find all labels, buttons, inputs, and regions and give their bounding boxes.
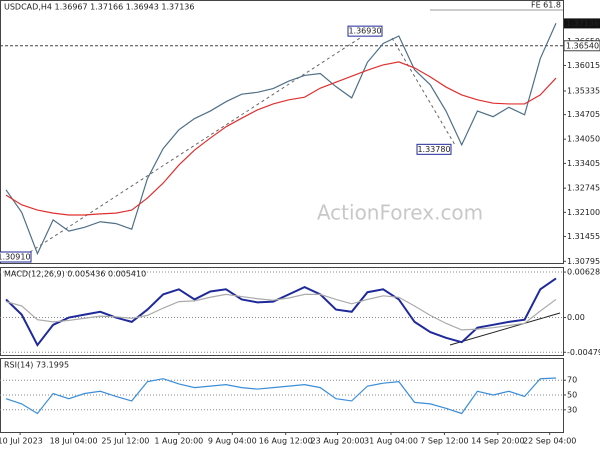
- y-tick-label: 1.33405: [567, 159, 600, 168]
- watermark: ActionForex.com: [317, 201, 483, 225]
- y-tick-label: 1.36015: [567, 61, 600, 70]
- y-tick-label: 30: [567, 405, 577, 414]
- y-tick-label: 1.34050: [567, 135, 600, 144]
- series-line: [5, 277, 557, 347]
- x-tick-label: 31 Aug 04:00: [364, 437, 418, 446]
- series-line: [5, 377, 557, 415]
- x-tick-label: 1 Aug 20:00: [154, 437, 203, 446]
- x-tick-label: 18 Jul 04:00: [50, 437, 98, 446]
- y-tick-label: -0.004795: [567, 348, 600, 357]
- annotation-box: [416, 143, 452, 155]
- panel-frame: [0, 0, 564, 264]
- x-tick-label: 16 Aug 12:00: [259, 437, 313, 446]
- last-price-label: 1.37136: [566, 19, 599, 28]
- x-tick-label: 25 Jul 12:00: [101, 437, 149, 446]
- y-tick-label: 1.34705: [567, 110, 600, 119]
- panel-title: MACD(12,26,9) 0.005436 0.005410: [4, 270, 146, 279]
- series-line: [5, 293, 557, 331]
- y-tick-label: 70: [567, 376, 577, 385]
- y-tick-label: 1.35335: [567, 86, 600, 95]
- x-tick-label: 10 Jul 2023: [0, 437, 43, 446]
- annotation-label: 1.33780: [417, 145, 450, 154]
- x-tick-label: 23 Aug 20:00: [311, 437, 365, 446]
- y-tick-label: 50: [567, 391, 577, 400]
- x-tick-label: 14 Sep 20:00: [471, 437, 524, 446]
- y-tick-label: 1.32100: [567, 208, 600, 217]
- fe-label: FE 61.8: [531, 1, 561, 10]
- panel-title: USDCAD,H4 1.36967 1.37166 1.36943 1.3713…: [4, 3, 194, 12]
- x-tick-label: 22 Sep 04:00: [523, 437, 576, 446]
- level-box: [563, 40, 600, 52]
- panel-title: RSI(14) 73.1995: [4, 361, 69, 370]
- trend-line: [391, 37, 456, 146]
- y-tick-label: 1.30795: [567, 257, 600, 266]
- annotation-label: 1.36930: [348, 27, 381, 36]
- macd-trend-line: [449, 312, 561, 346]
- y-tick-label: 1.32745: [567, 184, 600, 193]
- y-tick-label: 1.31455: [567, 232, 600, 241]
- annotation-box: [347, 25, 383, 37]
- annotation-box: [0, 251, 32, 263]
- panel-frame: [0, 267, 564, 356]
- x-tick-label: 7 Sep 12:00: [420, 437, 468, 446]
- annotation-label: 1.30910: [0, 252, 31, 261]
- x-tick-label: 9 Aug 04:00: [208, 437, 257, 446]
- y-tick-label: 0.006282: [567, 268, 600, 277]
- last-price-box: [564, 18, 600, 29]
- series-line: [5, 61, 557, 216]
- series-line: [5, 23, 557, 256]
- y-tick-label: 0.00: [567, 313, 585, 322]
- level-label: 1.36540: [566, 41, 599, 50]
